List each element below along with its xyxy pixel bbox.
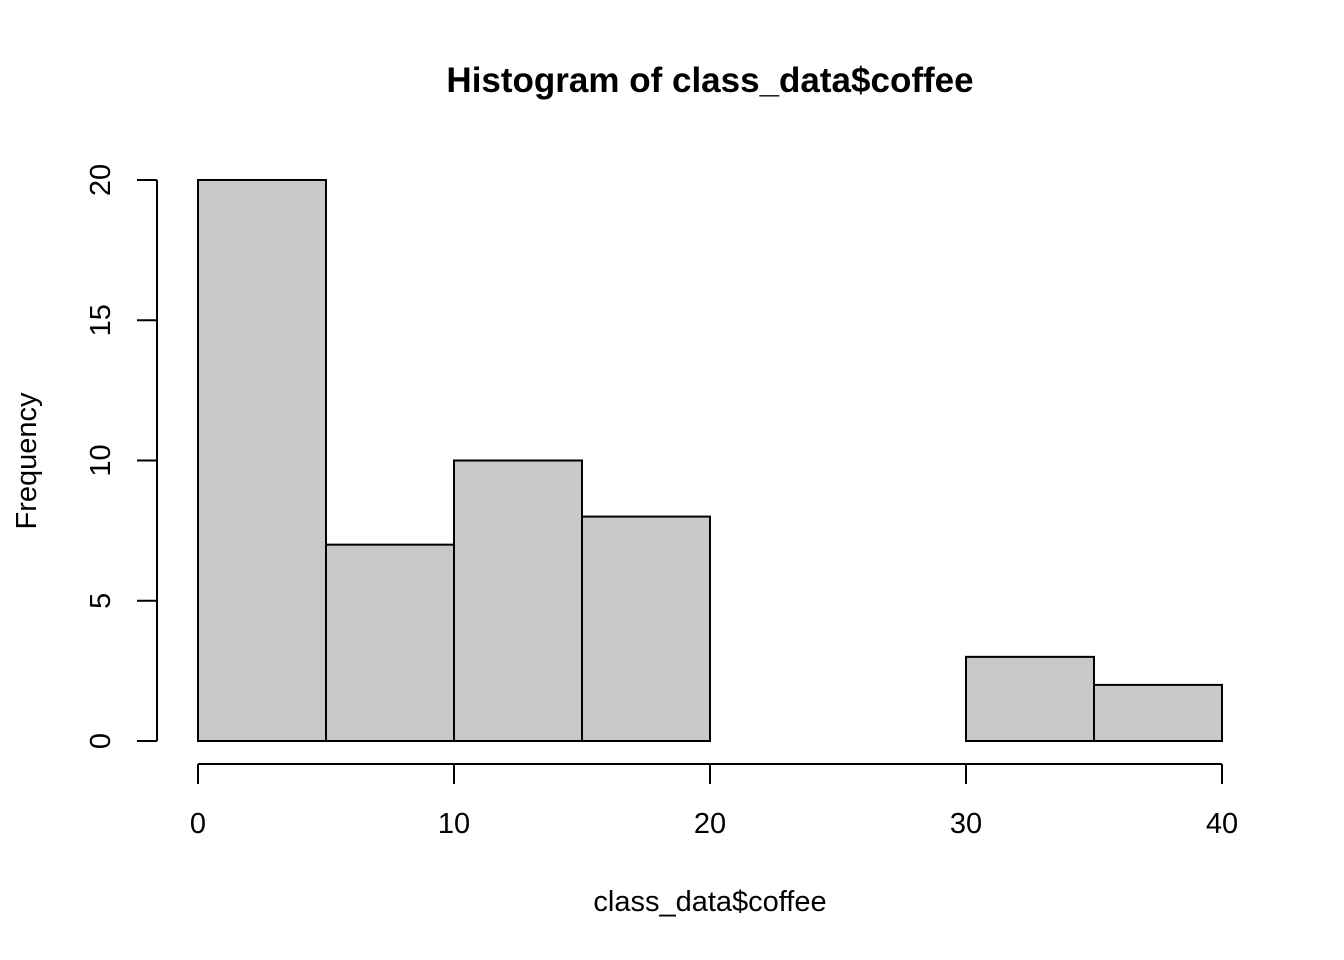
y-tick-label-4: 20	[85, 164, 117, 196]
bars-group	[197, 179, 1223, 743]
y-tick-label-3: 15	[85, 304, 117, 336]
x-tick-label-3: 30	[950, 808, 982, 840]
x-axis: 0 10 20 30 40	[190, 763, 1238, 840]
x-tick-label-4: 40	[1206, 808, 1238, 840]
y-axis-label: Frequency	[11, 392, 43, 530]
y-axis: 0 5 10 15 20	[85, 164, 158, 749]
y-tick-label-0: 0	[85, 733, 117, 749]
histogram-bar-0	[197, 179, 327, 742]
histogram-bar-2	[453, 459, 583, 742]
histogram-bar-3	[581, 515, 711, 742]
x-axis-label: class_data$coffee	[593, 886, 826, 918]
y-tick-label-2: 10	[85, 444, 117, 476]
histogram-bar-6	[965, 655, 1095, 742]
y-tick-label-1: 5	[85, 593, 117, 609]
chart-title: Histogram of class_data$coffee	[446, 61, 973, 100]
x-tick-label-0: 0	[190, 808, 206, 840]
histogram-bar-7	[1093, 683, 1223, 743]
x-tick-label-1: 10	[438, 808, 470, 840]
x-tick-label-2: 20	[694, 808, 726, 840]
histogram-bar-1	[325, 543, 455, 743]
